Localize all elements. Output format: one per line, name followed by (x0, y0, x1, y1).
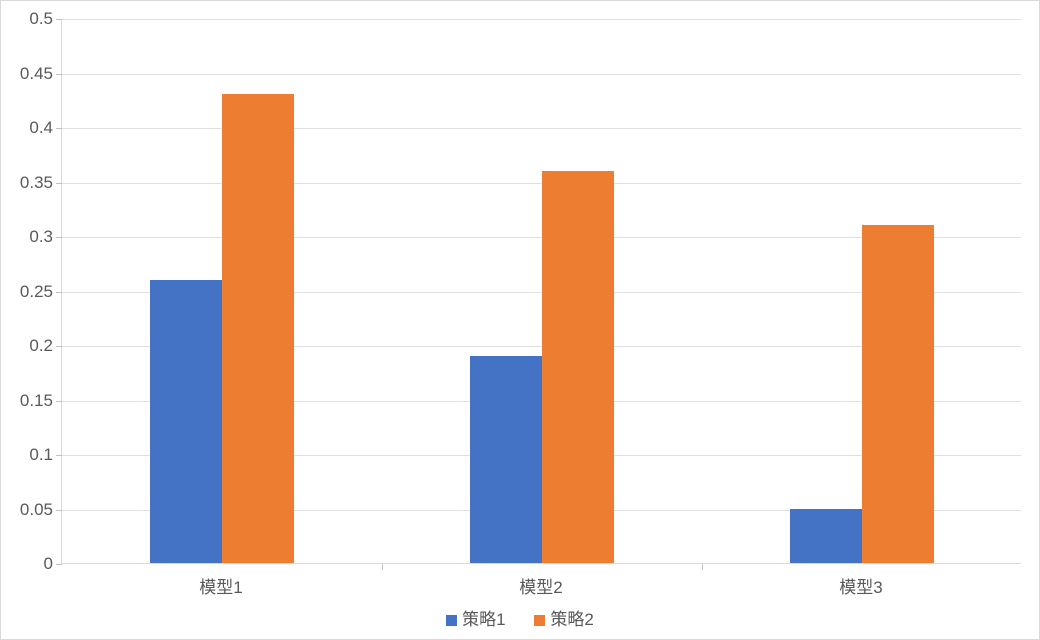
y-axis-label: 0.1 (3, 445, 53, 465)
x-axis-label: 模型3 (839, 573, 882, 598)
bar-策略2-模型1 (222, 94, 294, 563)
bar-策略2-模型3 (862, 225, 934, 563)
y-tick (56, 128, 62, 129)
y-axis-label: 0.5 (3, 9, 53, 29)
x-tick (702, 564, 703, 570)
y-tick (56, 237, 62, 238)
gridline (62, 74, 1021, 75)
y-axis-label: 0.05 (3, 500, 53, 520)
y-tick (56, 455, 62, 456)
bar-策略1-模型3 (790, 509, 862, 564)
legend-label-series-1: 策略1 (462, 610, 505, 629)
y-tick (56, 292, 62, 293)
y-axis-label: 0.45 (3, 64, 53, 84)
y-tick (56, 401, 62, 402)
y-axis-label: 0.35 (3, 173, 53, 193)
gridline (62, 19, 1021, 20)
plot-area (61, 19, 1021, 564)
y-tick (56, 19, 62, 20)
legend-label-series-2: 策略2 (550, 610, 593, 629)
legend: 策略1 策略2 (1, 605, 1039, 630)
x-axis-label: 模型2 (519, 573, 562, 598)
legend-item-series-1: 策略1 (446, 605, 505, 630)
bar-chart: 0 0.05 0.1 0.15 0.2 0.25 0.3 0.35 0.4 0.45 0.5 模型1… (0, 0, 1040, 640)
y-tick (56, 510, 62, 511)
y-tick (56, 74, 62, 75)
y-tick (56, 183, 62, 184)
legend-item-series-2: 策略2 (534, 605, 593, 630)
y-axis-label: 0.25 (3, 282, 53, 302)
x-tick (382, 564, 383, 570)
y-axis-label: 0.3 (3, 227, 53, 247)
gridline (62, 128, 1021, 129)
bar-策略1-模型2 (470, 356, 542, 563)
legend-swatch-series-1 (446, 615, 457, 626)
y-tick (56, 564, 62, 565)
bar-策略2-模型2 (542, 171, 614, 563)
y-axis-label: 0.4 (3, 118, 53, 138)
y-axis-label: 0.2 (3, 336, 53, 356)
x-axis-label: 模型1 (199, 573, 242, 598)
y-axis-label: 0.15 (3, 391, 53, 411)
bar-策略1-模型1 (150, 280, 222, 563)
legend-swatch-series-2 (534, 615, 545, 626)
y-axis-label: 0 (3, 554, 53, 574)
y-tick (56, 346, 62, 347)
